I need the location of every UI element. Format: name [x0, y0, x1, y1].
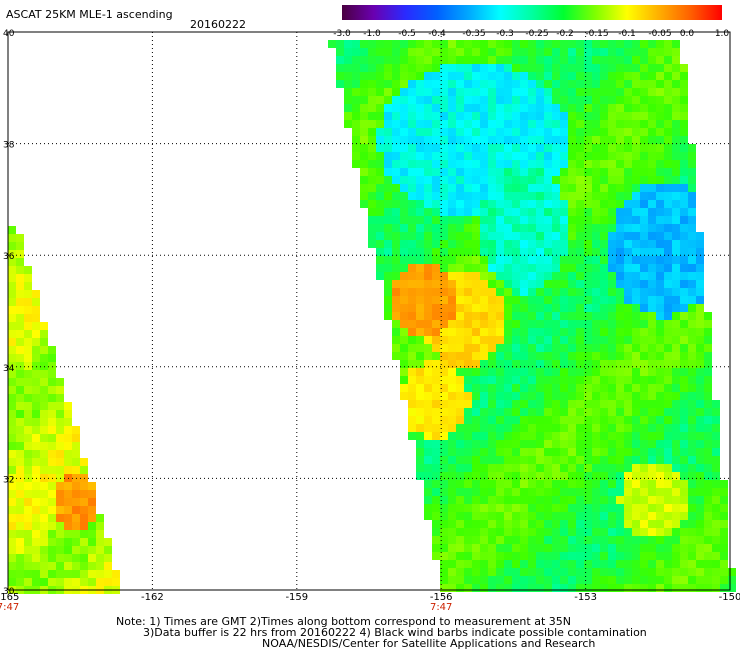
colorbar-tick-label: -0.3 [496, 29, 514, 39]
latitude-tick-label: 34 [3, 364, 15, 374]
colorbar-tick-label: -0.05 [648, 29, 671, 39]
colorbar-tick-label: -3.0 [333, 29, 351, 39]
longitude-tick-label: -159 [285, 592, 308, 603]
swath-time-label: 7:47 [430, 602, 452, 613]
latitude-tick-label: 36 [3, 252, 15, 262]
swath-time-label: 7:47 [0, 602, 19, 613]
colorbar-tick-label: -0.15 [585, 29, 608, 39]
longitude-tick-label: -153 [574, 592, 597, 603]
colorbar-tick-label: 1.0 [715, 29, 730, 39]
colorbar-tick-label: -1.0 [363, 29, 381, 39]
latitude-tick-label: 32 [3, 475, 14, 485]
note-line-2: 3)Data buffer is 22 hrs from 20160222 4)… [143, 626, 647, 639]
note-line-1: Note: 1) Times are GMT 2)Times along bot… [116, 615, 571, 628]
colorbar-tick-label: -0.2 [556, 29, 574, 39]
longitude-tick-label: -165 [0, 592, 19, 603]
product-date: 20160222 [190, 18, 246, 31]
colorbar-tick-label: -0.35 [462, 29, 485, 39]
latitude-tick-label: 38 [3, 141, 15, 151]
latitude-tick-label: 40 [3, 29, 15, 39]
longitude-tick-label: -156 [430, 592, 453, 603]
colorbar-gradient [342, 5, 722, 20]
longitude-tick-label: -162 [141, 592, 164, 603]
note-line-3: NOAA/NESDIS/Center for Satellite Applica… [262, 637, 596, 650]
colorbar-tick-label: -0.25 [525, 29, 548, 39]
scatterometer-swaths [8, 40, 736, 594]
longitude-tick-label: -150 [719, 592, 740, 603]
colorbar: -3.0 -1.0 -0.5 -0.4 -0.35 -0.3 -0.25 -0.2 -0.15-… [333, 5, 730, 39]
product-title: ASCAT 25KM MLE-1 ascending [6, 8, 173, 21]
colorbar-tick-label: -0.4 [428, 29, 446, 39]
colorbar-tick-label: -0.5 [398, 29, 416, 39]
latitude-tick-label: 30 [3, 587, 15, 597]
colorbar-tick-label: 0.0 [680, 29, 695, 39]
colorbar-tick-label: -0.1 [618, 29, 636, 39]
